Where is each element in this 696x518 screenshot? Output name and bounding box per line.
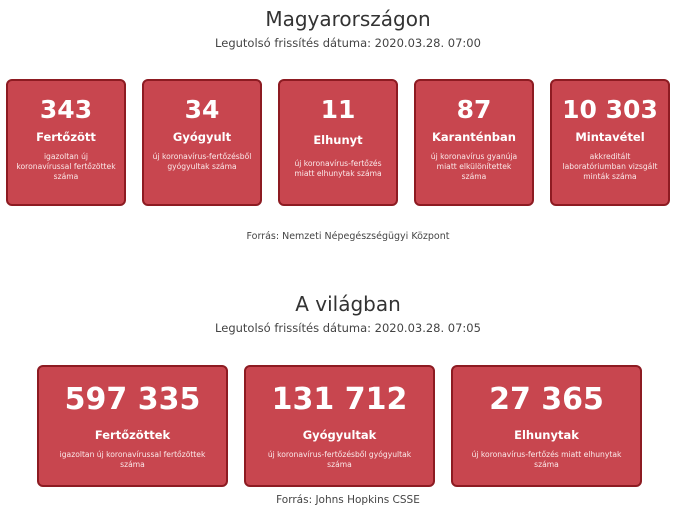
stat-card-recovered: 34 Gyógyult új koronavírus-fertőzésből g… [142, 79, 262, 206]
stat-card-world-recovered: 131 712 Gyógyultak új koronavírus-fertőz… [244, 365, 435, 487]
world-stats: 597 335 Fertőzöttek igazoltan új koronav… [37, 365, 642, 487]
stat-card-quarantine: 87 Karanténban új koronavírus gyanúja mi… [414, 79, 534, 206]
stat-value: 27 365 [489, 382, 604, 417]
world-source: Forrás: Johns Hopkins CSSE [276, 494, 420, 506]
stat-label: Karanténban [432, 130, 516, 144]
stat-label: Elhunyt [313, 133, 363, 147]
stat-value: 34 [184, 95, 220, 124]
stat-label: Gyógyult [172, 130, 232, 144]
stat-description: akkreditált laboratóriumban vizsgált min… [562, 151, 658, 182]
stat-description: igazoltan új koronavírussal fertőzöttek … [59, 449, 206, 469]
stat-description: új koronavírus gyanúja miatt elkülönítet… [430, 151, 518, 182]
stat-card-world-deceased: 27 365 Elhunytak új koronavírus-fertőzés… [451, 365, 642, 487]
hungary-source: Forrás: Nemzeti Népegészségügyi Központ [246, 231, 450, 242]
stat-value: 597 335 [64, 382, 201, 417]
stat-value: 11 [320, 95, 356, 124]
stat-value: 131 712 [271, 382, 408, 417]
stat-label: Elhunytak [514, 428, 579, 442]
stat-card-deceased: 11 Elhunyt új koronavírus-fertőzés miatt… [278, 79, 398, 206]
stat-description: új koronavírus-fertőzés miatt elhunytak … [471, 449, 622, 469]
hungary-header: Magyarországon Legutolsó frissítés dátum… [0, 6, 696, 51]
stat-label: Fertőzöttek [94, 428, 171, 442]
stat-label: Gyógyultak [302, 428, 377, 442]
world-header: A világban Legutolsó frissítés dátuma: 2… [0, 291, 696, 336]
stat-label: Fertőzött [36, 130, 96, 144]
stat-card-infected: 343 Fertőzött igazoltan új koronavírussa… [6, 79, 126, 206]
stat-value: 343 [39, 95, 93, 124]
world-title: A világban [295, 292, 401, 316]
hungary-stats: 343 Fertőzött igazoltan új koronavírussa… [6, 79, 670, 206]
stat-card-world-infected: 597 335 Fertőzöttek igazoltan új koronav… [37, 365, 228, 487]
world-updated: Legutolsó frissítés dátuma: 2020.03.28. … [215, 321, 481, 335]
stat-description: új koronavírus-fertőzésből gyógyultak sz… [267, 449, 412, 469]
stat-value: 10 303 [562, 95, 658, 124]
stat-description: új koronavírus-fertőzés miatt elhunytak … [294, 158, 382, 178]
stat-description: új koronavírus-fertőzésből gyógyultak sz… [152, 151, 252, 171]
stat-description: igazoltan új koronavírussal fertőzöttek … [16, 151, 116, 182]
stat-label: Mintavétel [575, 130, 645, 144]
hungary-updated: Legutolsó frissítés dátuma: 2020.03.28. … [215, 36, 481, 50]
hungary-title: Magyarországon [265, 7, 431, 31]
stat-value: 87 [456, 95, 492, 124]
stat-card-samples: 10 303 Mintavétel akkreditált laboratóri… [550, 79, 670, 206]
